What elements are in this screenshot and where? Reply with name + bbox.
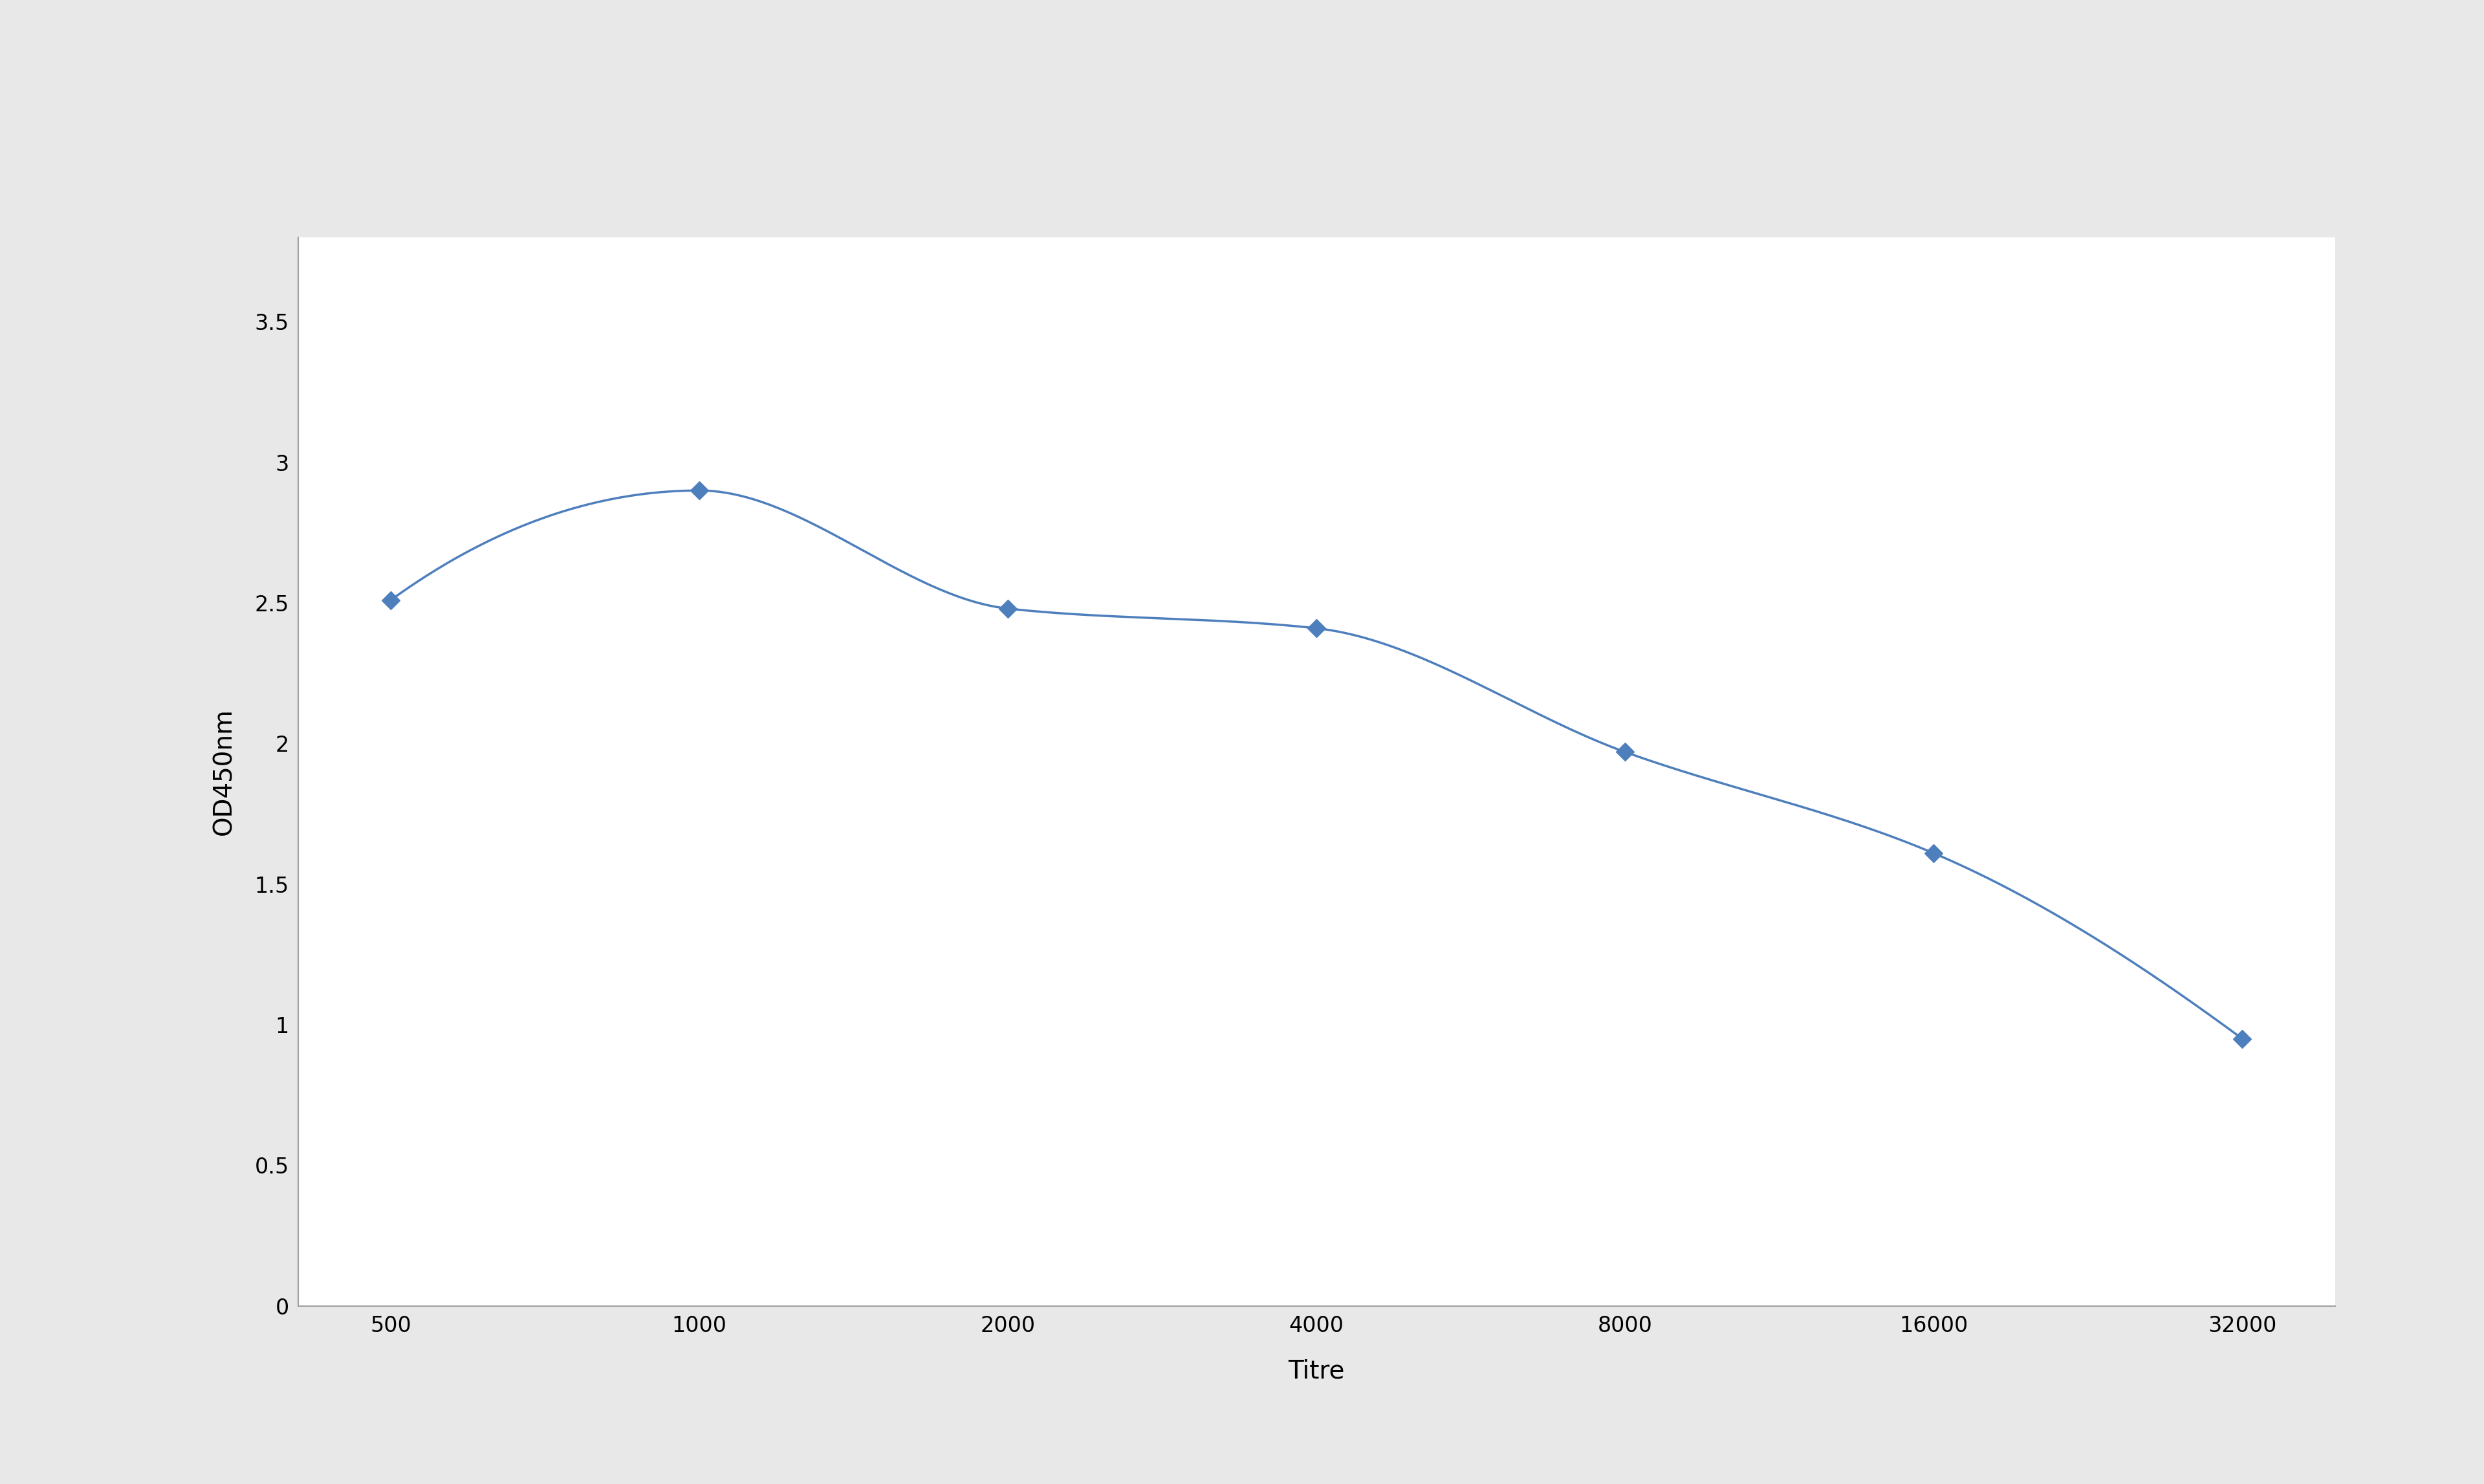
Y-axis label: OD450nm: OD450nm [211, 708, 236, 835]
X-axis label: Titre: Titre [1289, 1359, 1344, 1383]
